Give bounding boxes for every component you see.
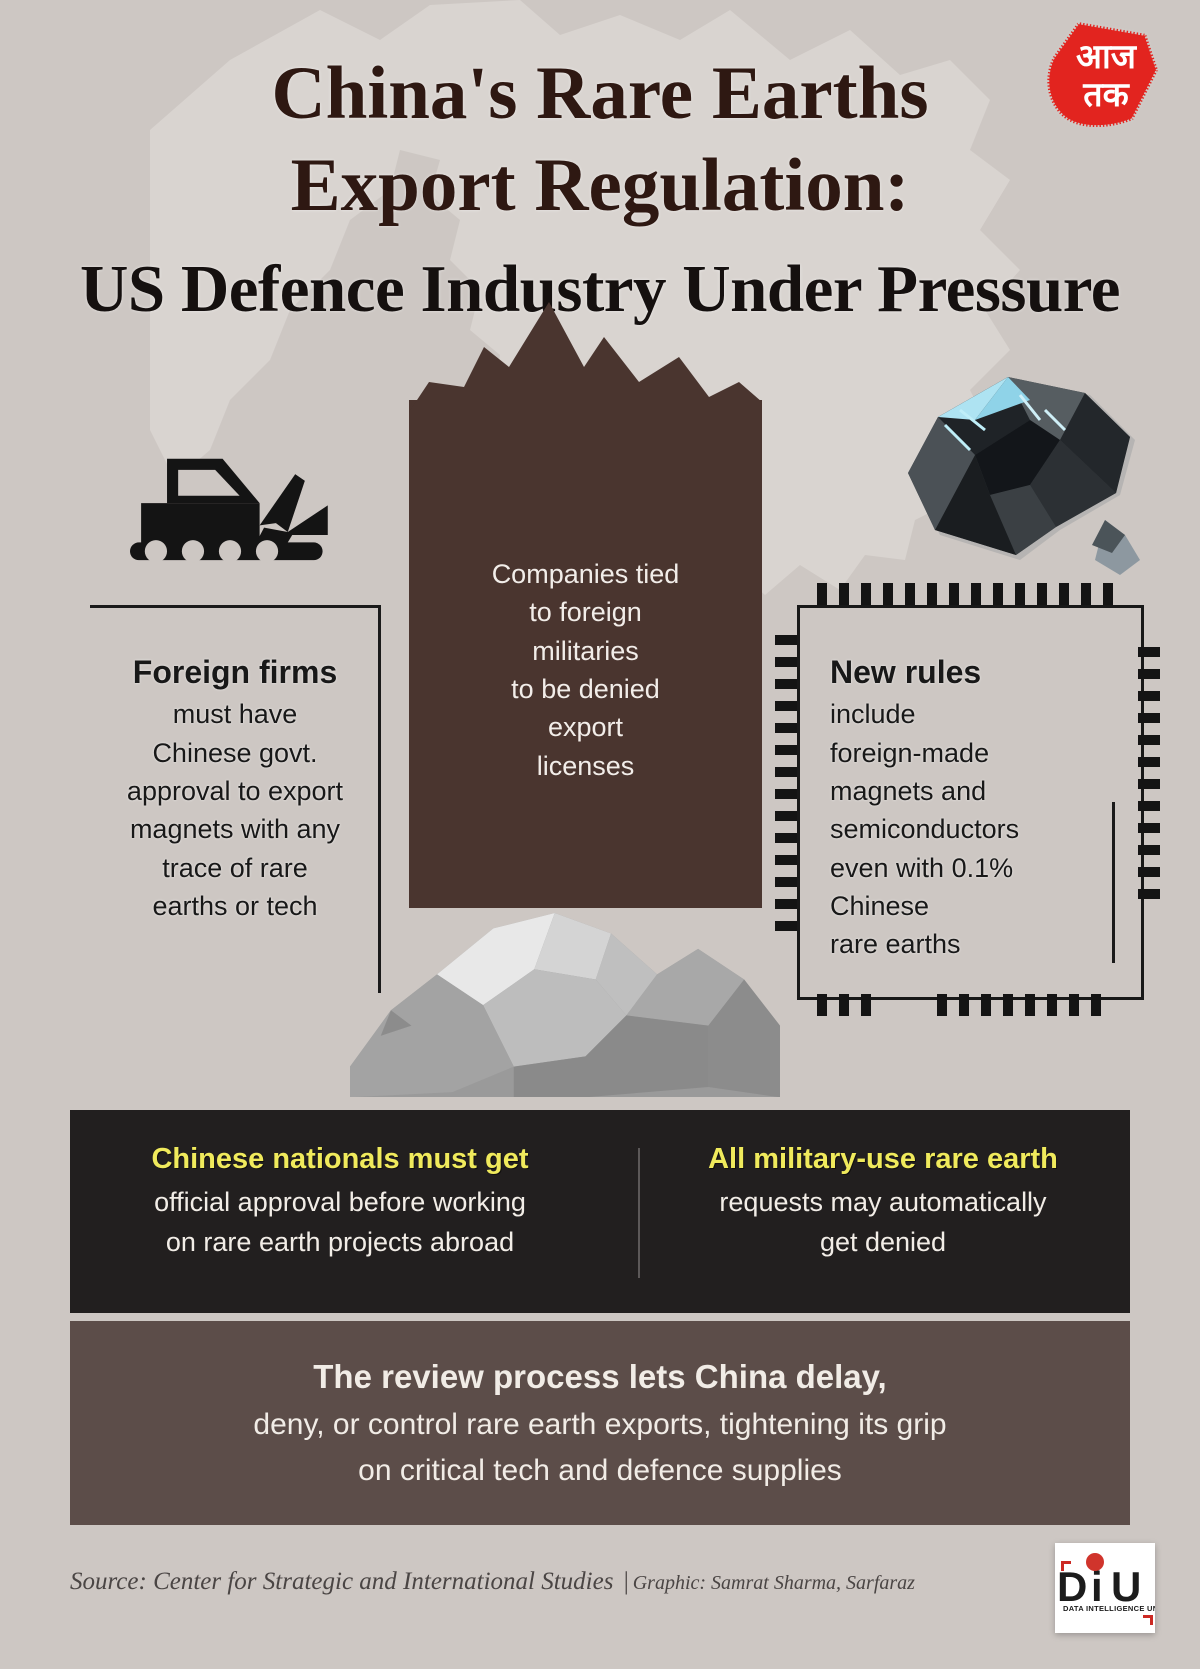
svg-text:तक: तक [1082,76,1130,114]
svg-text:U: U [1111,1563,1141,1610]
svg-text:आज: आज [1076,38,1138,76]
svg-text:DATA INTELLIGENCE UNIT: DATA INTELLIGENCE UNIT [1063,1604,1155,1613]
svg-text:D: D [1057,1563,1087,1610]
